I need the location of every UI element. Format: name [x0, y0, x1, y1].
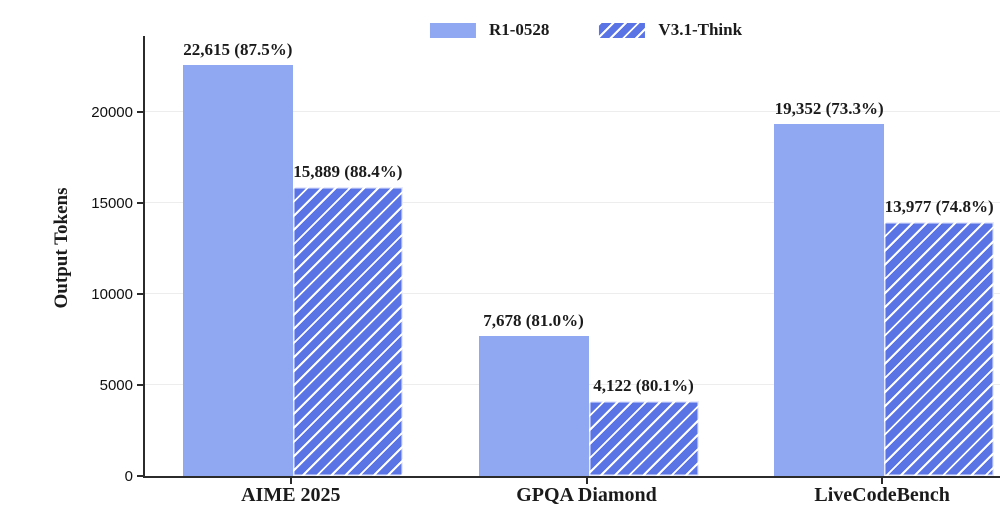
- gridline: [145, 202, 1000, 204]
- x-tick-mark: [881, 478, 884, 484]
- x-tick-mark: [585, 478, 588, 484]
- y-tick-label: 5000: [99, 377, 133, 395]
- legend-swatch-solid-icon: [429, 22, 476, 38]
- y-tick-mark: [137, 202, 143, 205]
- gridline: [145, 293, 1000, 295]
- legend-item-r1-0528: R1-0528: [429, 20, 550, 40]
- y-tick-label: 10000: [91, 286, 133, 304]
- legend-item-v3-1-think: V3.1-Think: [599, 20, 742, 40]
- legend-swatch-hatched-icon: [599, 22, 646, 38]
- y-tick-label: 0: [124, 468, 133, 485]
- y-tick-mark: [137, 475, 143, 477]
- gridline: [145, 111, 1000, 113]
- bar-value-label: 4,122 (80.1%): [593, 376, 694, 396]
- legend-label: V3.1-Think: [658, 20, 743, 39]
- bar-value-label: 22,615 (87.5%): [183, 39, 293, 59]
- bar-r1-0528-3: [774, 124, 885, 476]
- chart-legend: R1-0528 V3.1-Think: [429, 20, 742, 40]
- y-tick-label: 15000: [91, 195, 133, 213]
- bar-v3-1-think-3: [884, 221, 995, 476]
- y-tick-mark: [137, 111, 143, 114]
- x-tick-mark: [289, 478, 292, 484]
- bar-v3-1-think-2: [588, 401, 699, 476]
- bar-value-label: 13,977 (74.8%): [884, 196, 994, 216]
- output-tokens-bar-chart: R1-0528 V3.1-Think Output Tokens 22,615 (…: [40, 16, 1000, 515]
- category-label: AIME 2025: [241, 484, 341, 506]
- y-tick-label: 20000: [91, 104, 133, 122]
- plot-area: 22,615 (87.5%) 15,889 (88.4%) 7,678 (81.0%…: [143, 36, 1000, 478]
- category-label: LiveCodeBench: [814, 484, 950, 506]
- category-label: GPQA Diamond: [516, 484, 657, 506]
- bar-value-label: 19,352 (73.3%): [774, 99, 884, 119]
- y-tick-mark: [137, 293, 143, 296]
- bar-r1-0528-1: [182, 64, 293, 476]
- bar-value-label: 7,678 (81.0%): [483, 311, 584, 331]
- bar-r1-0528-2: [478, 336, 589, 476]
- y-tick-mark: [137, 384, 143, 387]
- legend-label: R1-0528: [488, 20, 550, 39]
- bar-v3-1-think-1: [292, 187, 403, 476]
- bar-value-label: 15,889 (88.4%): [293, 162, 403, 182]
